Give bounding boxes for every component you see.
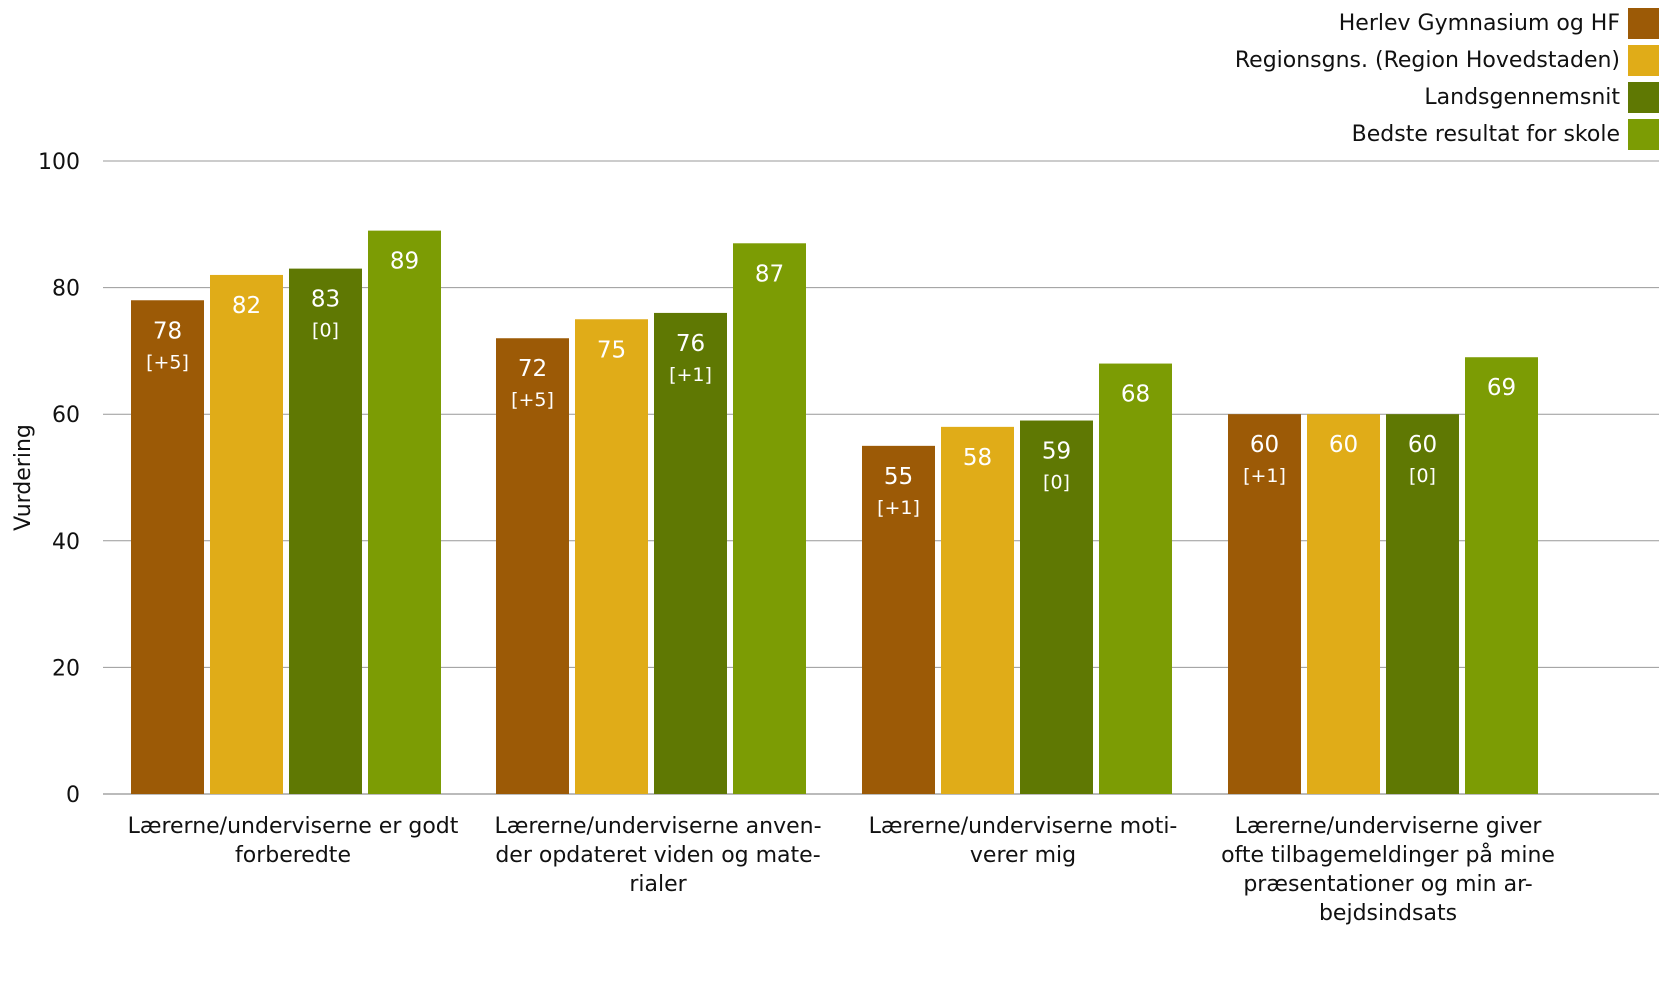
bar-value-label: 60 — [1250, 432, 1279, 458]
bar — [368, 230, 441, 794]
legend-item: Bedste resultat for skole — [1351, 118, 1659, 150]
bar-change-label: [0] — [312, 320, 339, 342]
bar-value-label: 72 — [518, 356, 547, 382]
bar — [941, 426, 1014, 794]
bar-change-label: [+5] — [511, 389, 554, 411]
bar-change-label: [0] — [1043, 472, 1070, 494]
bar — [1020, 420, 1093, 794]
legend-label: Regionsgns. (Region Hovedstaden) — [1234, 47, 1620, 73]
y-tick-label: 80 — [52, 277, 80, 302]
bar-value-label: 75 — [597, 337, 626, 363]
legend-item: Regionsgns. (Region Hovedstaden) — [1234, 44, 1659, 76]
bar-value-label: 68 — [1121, 382, 1150, 408]
bar-change-label: [0] — [1409, 465, 1436, 487]
bar-value-label: 82 — [232, 293, 261, 319]
bar-value-label: 60 — [1408, 432, 1437, 458]
bar-value-label: 89 — [390, 249, 419, 275]
bar — [862, 445, 935, 794]
bar-change-label: [+5] — [146, 351, 189, 373]
y-tick-label: 0 — [66, 783, 80, 808]
bar — [575, 319, 648, 794]
bar — [1307, 414, 1380, 794]
x-category-label: Lærerne/underviserne moti- verer mig — [868, 814, 1178, 868]
x-category-label: Lærerne/underviserne er godt forberedte — [127, 814, 459, 868]
legend-label: Herlev Gymnasium og HF — [1338, 10, 1620, 36]
legend-swatch — [1628, 118, 1659, 150]
legend-item: Landsgennemsnit — [1424, 81, 1659, 113]
bar — [210, 274, 283, 794]
x-category-label: Lærerne/underviserne giver ofte tilbagem… — [1221, 814, 1555, 926]
bar-value-label: 69 — [1487, 375, 1516, 401]
bar — [131, 300, 204, 794]
bar-value-label: 58 — [963, 445, 992, 471]
bar-value-label: 83 — [311, 287, 340, 313]
bar — [654, 312, 727, 794]
y-tick-label: 20 — [52, 656, 80, 681]
y-tick-label: 40 — [52, 530, 80, 555]
bar — [1099, 363, 1172, 794]
bar — [733, 243, 806, 795]
bar-value-label: 55 — [884, 464, 913, 490]
legend-label: Landsgennemsnit — [1424, 84, 1620, 110]
bar — [289, 268, 362, 794]
bar — [496, 338, 569, 794]
bar-value-label: 59 — [1042, 439, 1071, 465]
legend-swatch — [1628, 7, 1659, 39]
bar-value-label: 78 — [153, 318, 182, 344]
bar-value-label: 87 — [755, 261, 784, 287]
bar-change-label: [+1] — [1243, 465, 1286, 487]
bar — [1386, 414, 1459, 794]
y-tick-label: 60 — [52, 403, 80, 428]
legend-label: Bedste resultat for skole — [1351, 121, 1620, 147]
y-tick-label: 100 — [38, 150, 80, 175]
legend-swatch — [1628, 44, 1659, 76]
bar-value-label: 60 — [1329, 432, 1358, 458]
bar-change-label: [+1] — [877, 497, 920, 519]
bar — [1228, 414, 1301, 794]
bar — [1465, 357, 1538, 794]
bar-value-label: 76 — [676, 331, 705, 357]
legend-swatch — [1628, 81, 1659, 113]
x-category-label: Lærerne/underviserne anven- der opdatere… — [494, 814, 822, 897]
y-axis-label: Vurdering — [11, 424, 36, 531]
bar-change-label: [+1] — [669, 364, 712, 386]
legend-item: Herlev Gymnasium og HF — [1338, 7, 1659, 39]
